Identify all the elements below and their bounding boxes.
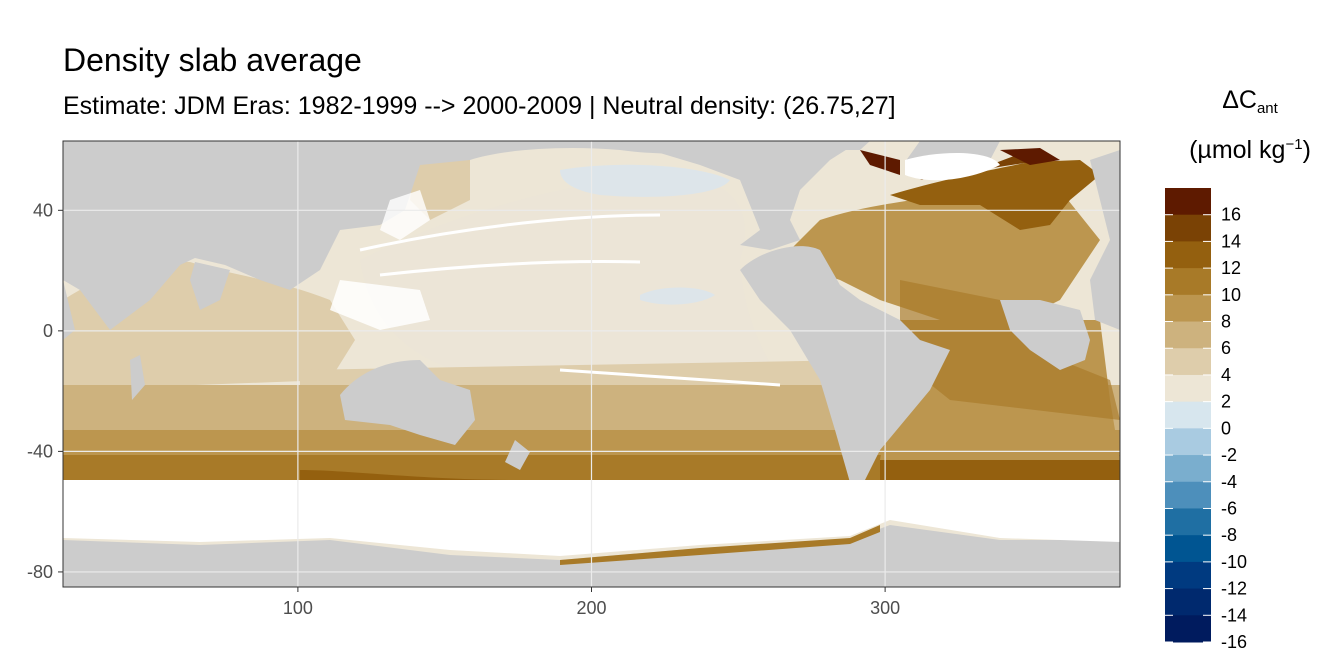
legend-swatch [1165,268,1211,296]
legend-title: ΔCant [1150,86,1344,117]
x-tick-label: 300 [870,598,900,618]
legend-label: -10 [1221,552,1247,572]
legend-label: 0 [1221,418,1231,438]
legend-label: -14 [1221,605,1247,625]
legend-label: -2 [1221,445,1237,465]
legend-label: 16 [1221,205,1241,225]
legend-swatch [1165,188,1211,216]
npacific-negative [560,164,730,197]
legend-label: -12 [1221,579,1247,599]
legend-units: (µmol kg−1) [1150,136,1344,165]
legend-label: 10 [1221,285,1241,305]
legend-swatch [1165,561,1211,590]
legend-label: 12 [1221,258,1241,278]
nodata-streaks [359,213,781,387]
natl-high1 [890,160,1100,230]
legend-label: 2 [1221,392,1231,412]
legend-title-main: ΔC [1222,86,1257,114]
legend-swatch [1165,481,1211,509]
satlantic-dark [880,460,1120,480]
legend-label: -4 [1221,472,1237,492]
natl-high4 [1000,148,1060,165]
npacific-rim [410,158,470,220]
legend-label: -6 [1221,498,1237,518]
chart-subtitle: Estimate: JDM Eras: 1982-1999 --> 2000-2… [63,92,896,120]
legend-swatch [1165,348,1211,376]
x-tick-label: 100 [283,598,313,618]
y-tick-label: 0 [43,321,53,341]
y-tick-label: -80 [27,562,53,582]
legend-label: 6 [1221,338,1231,358]
legend-label: 4 [1221,365,1231,385]
antarctic-rim [560,525,880,565]
y-tick-label: -40 [27,441,53,461]
legend-colorbar: 16 14 12 10 8 6 4 2 0 -2 -4 -6 -8 -10 -12 -14 -16 [1165,188,1247,652]
legend-label: 8 [1221,312,1231,332]
legend-title-sub: ant [1256,100,1278,117]
legend-units-close: ) [1302,136,1311,164]
legend-swatch [1165,455,1211,483]
legend-label: 14 [1221,231,1241,251]
grid [63,141,1120,587]
plot-panel [63,141,1120,587]
legend-swatch [1165,535,1211,563]
legend-swatch [1165,214,1211,242]
x-tick-label: 200 [576,598,606,618]
legend-label: -8 [1221,525,1237,545]
legend-units-sup: −1 [1285,136,1303,153]
legend-label: -16 [1221,632,1247,652]
y-axis: 40 0 -40 -80 [27,200,63,582]
legend-swatch [1165,588,1211,616]
legend-swatch [1165,508,1211,536]
x-axis: 100 200 300 [283,587,900,618]
legend-swatch [1165,241,1211,269]
legend-swatch [1165,615,1211,643]
legend-swatch [1165,374,1211,403]
legend-swatch [1165,294,1211,323]
atlantic-mid [900,280,1120,420]
epacific-negative [640,287,715,305]
y-tick-label: 40 [33,200,53,220]
chart-title: Density slab average [63,42,362,78]
natl-high3 [860,150,900,175]
legend-swatch [1165,321,1211,349]
legend-units-text: (µmol kg [1189,136,1286,164]
legend-swatch [1165,428,1211,456]
legend-swatch [1165,401,1211,429]
